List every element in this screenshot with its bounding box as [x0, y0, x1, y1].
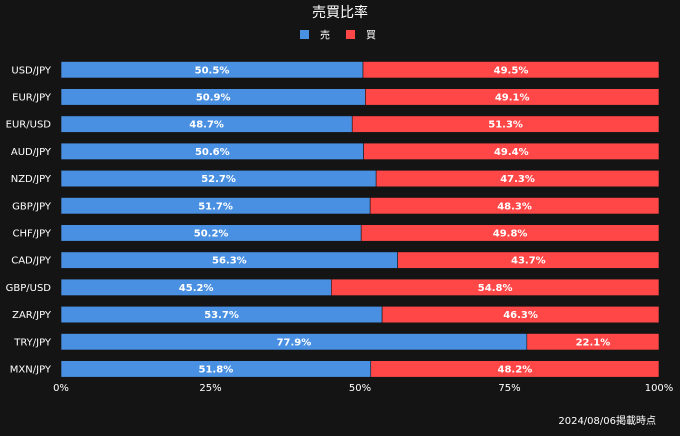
category-label-cad-jpy: CAD/JPY [11, 256, 52, 267]
bar-buy-eur-usd [351, 115, 660, 133]
bar-buy-usd-jpy [362, 61, 660, 79]
bar-buy-mxn-jpy [370, 360, 660, 378]
value-label-sell-cad-jpy: 56.3% [212, 256, 247, 267]
value-label-buy-nzd-jpy: 47.3% [500, 174, 535, 185]
value-label-buy-gbp-usd: 54.8% [478, 283, 513, 294]
legend: 売 買 [300, 29, 376, 42]
bar-buy-cad-jpy [397, 251, 660, 269]
category-label-usd-jpy: USD/JPY [11, 65, 51, 76]
footnote: 2024/08/06掲載時点 [558, 415, 656, 427]
bar-buy-chf-jpy [360, 224, 660, 242]
category-label-zar-jpy: ZAR/JPY [12, 310, 52, 321]
value-label-sell-eur-jpy: 50.9% [196, 92, 231, 103]
value-label-buy-chf-jpy: 49.8% [493, 228, 528, 239]
value-label-sell-try-jpy: 77.9% [277, 337, 312, 348]
value-label-buy-usd-jpy: 49.5% [494, 65, 529, 76]
x-tick-label: 75% [498, 383, 520, 394]
value-label-buy-cad-jpy: 43.7% [511, 256, 546, 267]
value-label-sell-zar-jpy: 53.7% [204, 310, 239, 321]
legend-label-buy: 買 [366, 30, 376, 42]
value-label-sell-gbp-jpy: 51.7% [198, 201, 233, 212]
value-label-sell-aud-jpy: 50.6% [195, 147, 230, 158]
bar-buy-gbp-usd [330, 278, 660, 296]
value-label-buy-eur-usd: 51.3% [488, 120, 523, 131]
value-label-sell-usd-jpy: 50.5% [195, 65, 230, 76]
x-tick-label: 25% [199, 383, 221, 394]
bar-buy-try-jpy [526, 333, 660, 351]
x-tick-label: 100% [645, 383, 674, 394]
value-label-sell-mxn-jpy: 51.8% [199, 364, 234, 375]
category-label-nzd-jpy: NZD/JPY [11, 174, 52, 185]
category-label-gbp-jpy: GBP/JPY [12, 201, 52, 212]
category-label-mxn-jpy: MXN/JPY [10, 364, 52, 375]
value-label-buy-gbp-jpy: 48.3% [497, 201, 532, 212]
legend-swatch-buy [346, 30, 355, 39]
legend-swatch-sell [300, 30, 309, 39]
category-label-aud-jpy: AUD/JPY [11, 147, 52, 158]
category-label-try-jpy: TRY/JPY [13, 337, 52, 348]
bar-buy-zar-jpy [381, 305, 660, 324]
category-label-eur-usd: EUR/USD [6, 120, 52, 131]
value-label-sell-gbp-usd: 45.2% [179, 283, 214, 294]
value-label-buy-zar-jpy: 46.3% [503, 310, 538, 321]
category-label-gbp-usd: GBP/USD [6, 283, 52, 294]
legend-label-sell: 売 [320, 29, 330, 42]
value-label-buy-aud-jpy: 49.4% [494, 147, 529, 158]
value-label-buy-try-jpy: 22.1% [576, 337, 611, 348]
value-label-buy-mxn-jpy: 48.2% [498, 364, 533, 375]
chart-title: 売買比率 [312, 4, 368, 21]
bar-buy-aud-jpy [363, 142, 660, 160]
value-label-sell-chf-jpy: 50.2% [194, 228, 229, 239]
x-axis: 0% 25% 50% 75% 100% [53, 383, 673, 394]
bar-buy-nzd-jpy [375, 170, 660, 188]
category-label-chf-jpy: CHF/JPY [13, 228, 52, 239]
category-label-eur-jpy: EUR/JPY [12, 92, 52, 103]
value-label-sell-eur-usd: 48.7% [189, 120, 224, 131]
bar-buy-eur-jpy [365, 88, 660, 106]
bar-buy-gbp-jpy [369, 197, 660, 215]
x-tick-label: 0% [53, 383, 69, 394]
bars-area: USD/JPY 50.5% 49.5% EUR/JPY 50.9% 49.1% EUR/US… [6, 61, 660, 378]
value-label-sell-nzd-jpy: 52.7% [201, 174, 236, 185]
value-label-buy-eur-jpy: 49.1% [495, 92, 530, 103]
x-tick-label: 50% [349, 383, 371, 394]
